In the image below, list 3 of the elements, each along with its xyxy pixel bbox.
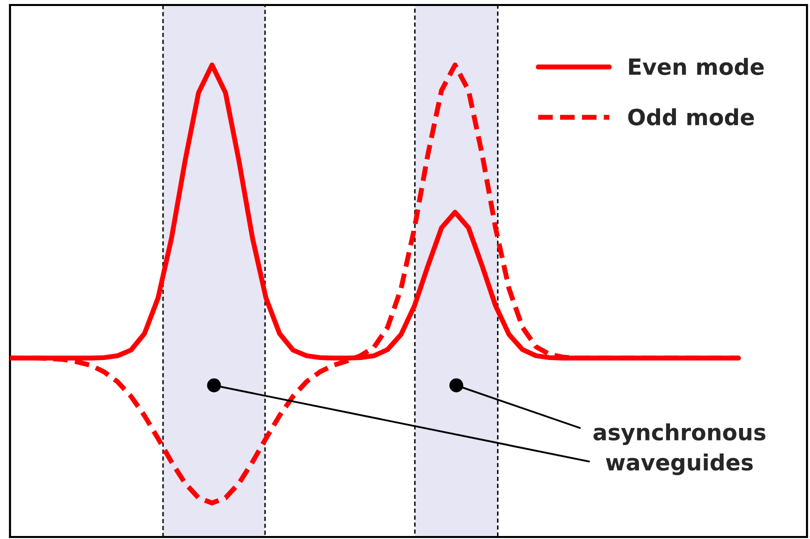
legend-label: Even mode [629, 58, 764, 76]
annotation: asynchronous waveguides [593, 423, 766, 476]
legend-label: Odd mode [628, 108, 754, 126]
